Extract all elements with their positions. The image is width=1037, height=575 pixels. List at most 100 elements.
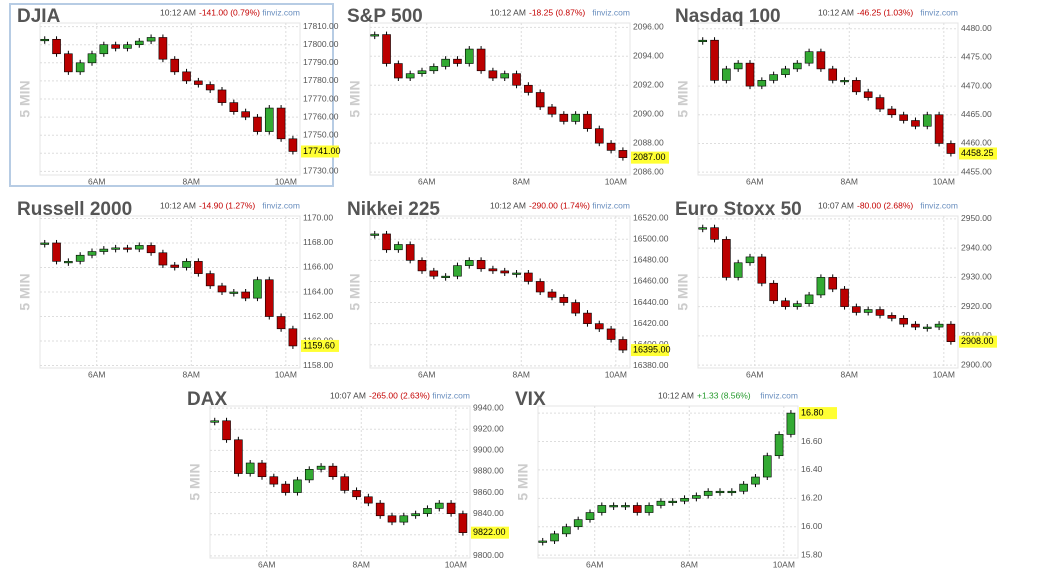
candle [922, 326, 932, 329]
candle [264, 279, 274, 317]
candle [559, 296, 569, 303]
candle [934, 114, 944, 144]
candle [99, 248, 109, 252]
candle [411, 513, 420, 517]
chart-time: 10:12 AM [818, 7, 854, 17]
chart-time: 10:12 AM [160, 7, 196, 17]
candle [52, 38, 61, 55]
candle [899, 318, 908, 325]
last-price-box [959, 335, 997, 348]
x-tick-label: 6AM [746, 176, 763, 186]
candle [680, 498, 689, 502]
y-tick-label: 17730.00 [303, 166, 339, 176]
candle [710, 227, 719, 240]
candle [158, 37, 168, 60]
candle [609, 505, 618, 508]
candle [745, 62, 755, 87]
candle [453, 265, 462, 277]
chart-title: S&P 500 [347, 6, 423, 27]
candle [229, 102, 239, 112]
candle [441, 58, 450, 67]
x-tick-label: 10AM [605, 369, 627, 379]
y-tick-label: 17750.00 [303, 129, 339, 139]
candle [538, 540, 548, 543]
y-tick-label: 17810.00 [303, 21, 339, 31]
chart-time: 10:12 AM [490, 200, 526, 210]
y-tick-label: 17770.00 [303, 93, 339, 103]
candle [524, 272, 533, 282]
y-tick-label: 16480.00 [633, 255, 669, 265]
y-tick-label: 2950.00 [961, 213, 992, 223]
candle [293, 479, 302, 493]
plot-area [697, 22, 959, 176]
y-tick-label: 2092.00 [633, 79, 664, 89]
chart-change: -46.25 (1.03%) [857, 7, 913, 17]
x-tick-label: 6AM [418, 369, 435, 379]
y-tick-label: 15.80 [801, 549, 823, 559]
y-tick-label: 1166.00 [303, 262, 333, 272]
candle [217, 285, 227, 293]
candle [739, 483, 748, 492]
y-tick-label: 4470.00 [961, 80, 992, 90]
y-tick-label: 16.00 [801, 521, 823, 531]
candle [632, 505, 642, 513]
candle [751, 476, 760, 485]
candle [123, 247, 132, 250]
candle [182, 71, 191, 82]
candle [656, 500, 666, 506]
source: finviz.com [592, 7, 630, 17]
chart-title: Russell 2000 [17, 199, 132, 220]
candle [182, 261, 191, 268]
chart-title: Euro Stoxx 50 [675, 199, 802, 220]
candle [571, 302, 580, 314]
y-tick-label: 9920.00 [473, 423, 504, 433]
candle [170, 58, 180, 73]
y-tick-label: 1168.00 [303, 237, 333, 247]
y-tick-label: 16.40 [801, 464, 823, 474]
candle [241, 111, 250, 118]
interval-label: 5 MIN [187, 463, 203, 500]
source: finviz.com [592, 200, 630, 210]
candle [644, 505, 654, 513]
candle [205, 84, 215, 91]
interval-label: 5 MIN [17, 80, 33, 117]
candle [722, 68, 731, 81]
y-tick-label: 16400.00 [633, 339, 669, 349]
x-tick-label: 8AM [183, 369, 200, 379]
chart-title: VIX [515, 389, 546, 410]
candle [571, 113, 580, 122]
y-tick-label: 2090.00 [633, 108, 664, 118]
x-tick-label: 8AM [183, 176, 200, 186]
chart-time: 10:07 AM [330, 390, 366, 400]
candle [774, 434, 784, 457]
candle [887, 315, 897, 319]
candle [804, 51, 814, 64]
candle [840, 80, 849, 83]
candle [40, 38, 50, 42]
y-tick-label: 1158.00 [303, 360, 333, 370]
y-tick-label: 9900.00 [473, 445, 504, 455]
last-price-box [631, 151, 669, 164]
candle [727, 490, 737, 494]
chart-title: Nikkei 225 [347, 199, 440, 220]
candle [781, 68, 790, 75]
source: finviz.com [760, 390, 798, 400]
y-tick-label: 1170.00 [303, 213, 333, 223]
source: finviz.com [920, 200, 958, 210]
candle [453, 58, 462, 64]
candle [512, 272, 521, 275]
candle [757, 256, 767, 284]
candle [757, 80, 767, 87]
candle [87, 251, 97, 256]
candle [394, 244, 403, 251]
candle [441, 275, 450, 278]
interval-label: 5 MIN [675, 80, 691, 117]
last-price-label: 16.80 [801, 407, 824, 417]
candle [417, 260, 427, 272]
candle [852, 80, 861, 93]
candle [257, 462, 267, 478]
chart-time: 10:12 AM [490, 7, 526, 17]
candle [922, 114, 932, 127]
interval-label: 5 MIN [347, 80, 363, 117]
candle [559, 113, 569, 122]
